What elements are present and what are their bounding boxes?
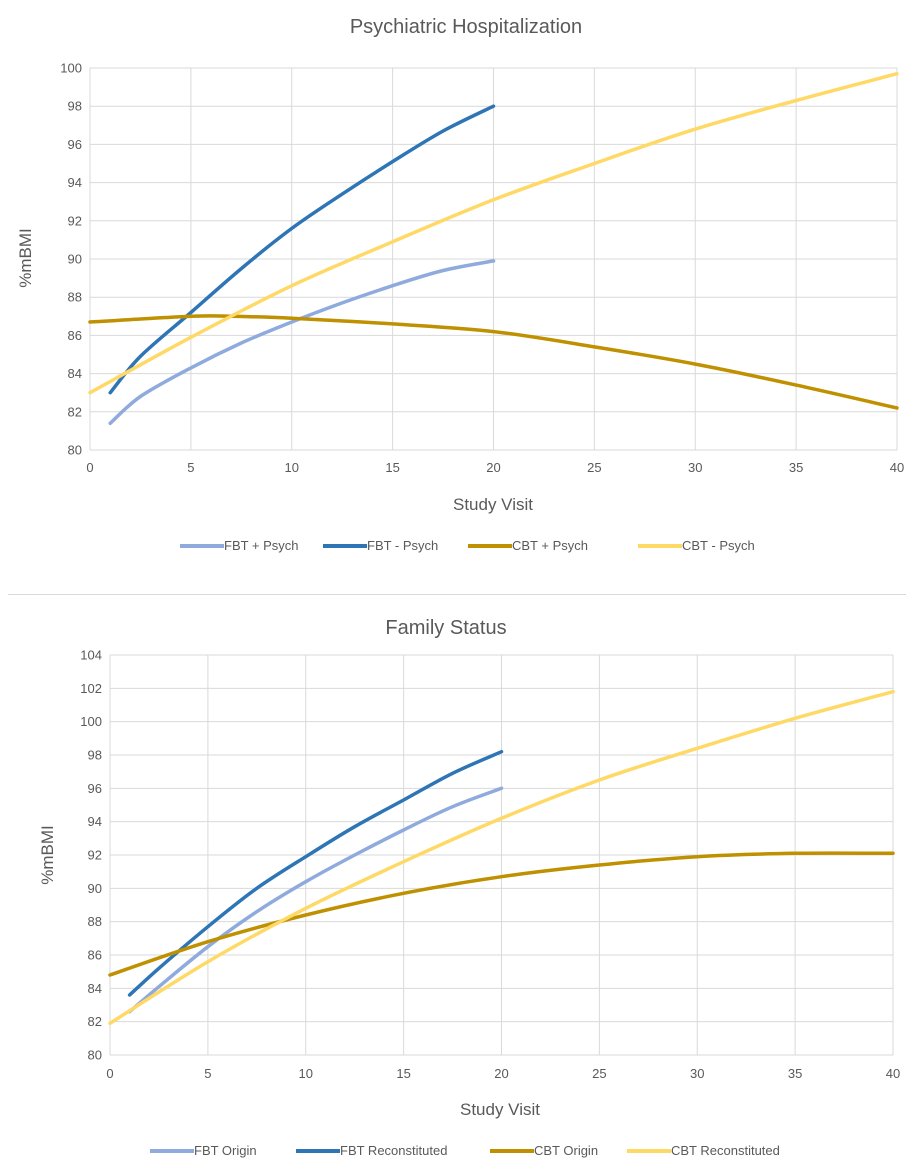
y-tick-label: 84 bbox=[88, 981, 102, 996]
series-line-fbt-reconstituted bbox=[127, 749, 504, 997]
y-tick-label: 94 bbox=[68, 175, 82, 190]
x-tick-label: 15 bbox=[385, 460, 399, 475]
legend-label: CBT - Psych bbox=[682, 538, 755, 553]
y-tick-label: 90 bbox=[88, 881, 102, 896]
x-tick-label: 30 bbox=[690, 1066, 704, 1081]
chart-title: Psychiatric Hospitalization bbox=[350, 16, 582, 38]
y-tick-label: 100 bbox=[60, 61, 82, 76]
family-status-chart: Family Status 80828486889092949698100102… bbox=[38, 617, 900, 1158]
chart-title: Family Status bbox=[385, 617, 506, 639]
y-tick-label: 84 bbox=[68, 366, 82, 381]
x-tick-label: 25 bbox=[587, 460, 601, 475]
legend-label: FBT - Psych bbox=[367, 538, 438, 553]
y-tick-label: 104 bbox=[80, 648, 102, 663]
legend-label: FBT Origin bbox=[194, 1143, 257, 1158]
series-line-cbt-reconstituted bbox=[108, 689, 895, 1026]
x-tick-label: 0 bbox=[86, 460, 93, 475]
y-tick-label: 88 bbox=[88, 914, 102, 929]
x-tick-label: 20 bbox=[494, 1066, 508, 1081]
x-tick-label: 25 bbox=[592, 1066, 606, 1081]
y-tick-label: 92 bbox=[68, 213, 82, 228]
series-line-cbt-origin bbox=[108, 851, 895, 977]
y-tick-label: 88 bbox=[68, 290, 82, 305]
x-tick-label: 10 bbox=[285, 460, 299, 475]
y-tick-label: 98 bbox=[68, 99, 82, 114]
y-tick-label: 80 bbox=[88, 1048, 102, 1063]
y-tick-label: 94 bbox=[88, 814, 102, 829]
legend-label: CBT Reconstituted bbox=[671, 1143, 780, 1158]
series-line-fbt-psych bbox=[108, 104, 496, 395]
chart-separator bbox=[8, 594, 906, 595]
y-tick-label: 90 bbox=[68, 252, 82, 267]
y-tick-label: 86 bbox=[68, 328, 82, 343]
x-tick-label: 5 bbox=[204, 1066, 211, 1081]
legend: FBT + Psych FBT - Psych CBT + Psych CBT - P… bbox=[180, 538, 755, 553]
y-tick-label: 92 bbox=[88, 848, 102, 863]
x-tick-label: 0 bbox=[106, 1066, 113, 1081]
y-axis-label: %mBMI bbox=[16, 228, 35, 288]
x-axis-label: Study Visit bbox=[453, 495, 533, 514]
y-tick-label: 96 bbox=[68, 137, 82, 152]
legend: FBT Origin FBT Reconstituted CBT Origin CBT… bbox=[150, 1143, 780, 1158]
x-tick-label: 20 bbox=[486, 460, 500, 475]
psychiatric-hospitalization-chart: Psychiatric Hospitalization 80 82 84 86 88 90… bbox=[16, 16, 904, 553]
y-tick-label: 96 bbox=[88, 781, 102, 796]
x-tick-label: 15 bbox=[396, 1066, 410, 1081]
series-line-cbt-psych bbox=[88, 314, 899, 410]
x-tick-label: 35 bbox=[788, 1066, 802, 1081]
x-tick-label: 30 bbox=[688, 460, 702, 475]
legend-label: FBT Reconstituted bbox=[340, 1143, 447, 1158]
y-tick-label: 100 bbox=[80, 714, 102, 729]
y-tick-label: 82 bbox=[68, 404, 82, 419]
legend-label: CBT + Psych bbox=[512, 538, 588, 553]
x-tick-label: 10 bbox=[299, 1066, 313, 1081]
series-line-cbt-psych bbox=[88, 71, 899, 395]
x-tick-label: 5 bbox=[187, 460, 194, 475]
y-tick-label: 98 bbox=[88, 748, 102, 763]
legend-label: FBT + Psych bbox=[224, 538, 299, 553]
x-tick-label: 40 bbox=[886, 1066, 900, 1081]
x-tick-label: 35 bbox=[789, 460, 803, 475]
y-tick-label: 102 bbox=[80, 681, 102, 696]
x-tick-label: 40 bbox=[890, 460, 904, 475]
x-axis-label: Study Visit bbox=[460, 1100, 540, 1119]
y-tick-label: 82 bbox=[88, 1014, 102, 1029]
series-line-fbt-origin bbox=[127, 786, 504, 1014]
y-tick-label: 80 bbox=[68, 443, 82, 458]
y-axis-label: %mBMI bbox=[38, 825, 57, 885]
y-tick-label: 86 bbox=[88, 948, 102, 963]
legend-label: CBT Origin bbox=[534, 1143, 598, 1158]
series-line-fbt-psych bbox=[108, 259, 496, 426]
